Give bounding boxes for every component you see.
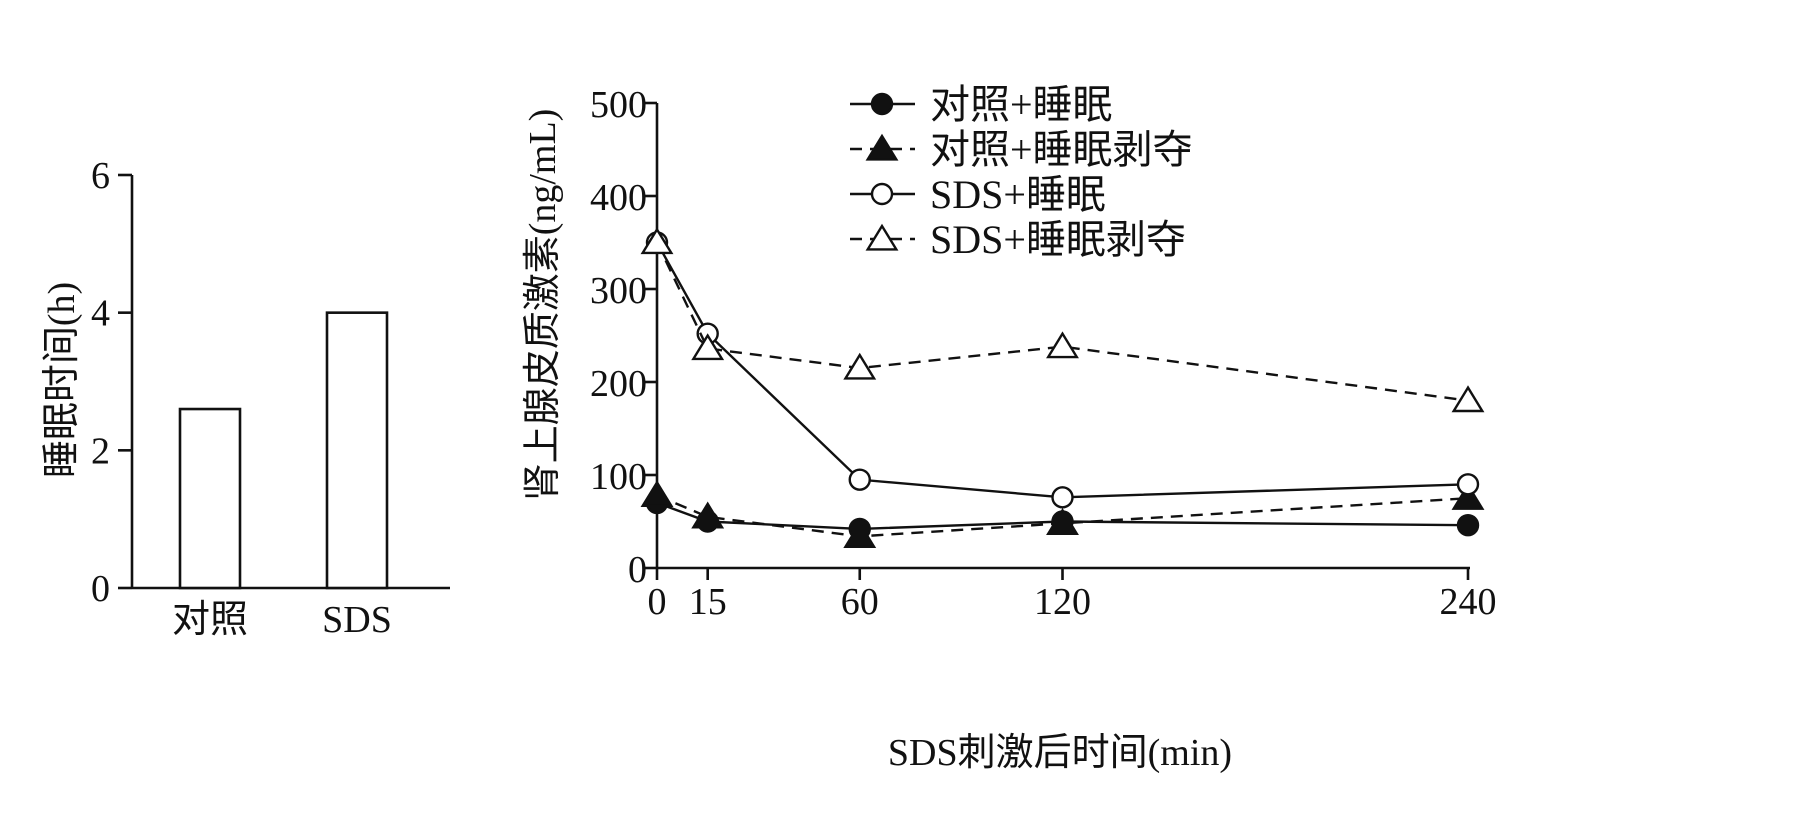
series-4-point: [1046, 331, 1079, 359]
series-1-point: [1456, 514, 1480, 537]
series-2-point: [691, 501, 725, 529]
series-4-point: [1451, 385, 1485, 413]
line-chart-x-tick-label: 15: [689, 581, 727, 623]
bar-chart: 0 2 4 6 对照 SDS 睡眠时间(h): [41, 155, 450, 641]
line-chart-x-axis-label: SDS刺激后时间(min): [888, 732, 1232, 774]
bar-chart-y-tick-label: 6: [91, 155, 110, 197]
legend-label: SDS+睡眠: [930, 172, 1106, 217]
line-chart-y-tick-label: 400: [590, 177, 647, 219]
line-chart-x-tick-label: 60: [841, 581, 879, 623]
line-chart-y-tick-label: 0: [628, 549, 647, 591]
bar-chart-y-tick-label: 0: [91, 568, 110, 610]
legend-marker: [870, 92, 894, 116]
bar-chart-y-axis-label: 睡眠时间(h): [41, 282, 83, 478]
bar-chart-x-tick-label: SDS: [322, 599, 392, 641]
legend-label: SDS+睡眠剥夺: [930, 217, 1186, 262]
legend-marker: [870, 182, 894, 206]
bar-chart-axes: 0 2 4 6 对照 SDS: [91, 155, 450, 641]
line-chart-y-tick-label: 500: [590, 84, 647, 126]
bar-chart-y-tick-label: 2: [91, 430, 110, 472]
line-chart-x-tick-label: 120: [1034, 581, 1091, 623]
series-2-point: [1046, 508, 1079, 535]
series-4-point: [640, 227, 674, 255]
legend-label: 对照+睡眠: [930, 82, 1113, 127]
bar-chart-bars: [178, 311, 389, 590]
series-3-line: [655, 241, 1469, 499]
line-chart: 0 100 200 300 400 500 0 15 60 120 240 对照+睡眠对照+睡眠剥夺…: [522, 82, 1497, 774]
series-3-point: [1456, 473, 1480, 496]
series-3-point: [1051, 486, 1074, 509]
series-2-point: [640, 480, 674, 508]
bar-chart-x-tick-label: 对照: [172, 599, 248, 641]
series-4: [640, 227, 1485, 413]
line-chart-y-tick-label: 200: [590, 363, 647, 405]
series-2: [640, 480, 1485, 548]
line-chart-x-tick-label: 0: [648, 581, 667, 623]
bar-chart-y-tick-label: 4: [91, 293, 110, 335]
series-2-point: [843, 521, 877, 548]
line-chart-y-tick-label: 300: [590, 270, 647, 312]
series-3-point: [848, 468, 871, 491]
series-3: [645, 231, 1480, 509]
line-chart-x-tick-label: 240: [1440, 581, 1497, 623]
line-chart-y-tick-label: 100: [590, 456, 647, 498]
bar-sds: [325, 311, 389, 590]
line-chart-series: [640, 227, 1485, 548]
line-chart-y-axis-label: 肾上腺皮质激素(ng/mL): [522, 109, 564, 502]
legend-marker: [865, 223, 899, 251]
legend-marker: [865, 133, 899, 161]
bar-control: [178, 407, 242, 590]
series-2-point: [1451, 482, 1485, 510]
series-4-line: [655, 241, 1469, 402]
legend-label: 对照+睡眠剥夺: [930, 127, 1193, 172]
series-4-point: [843, 352, 877, 380]
series-4-point: [691, 333, 725, 361]
line-chart-axes: 0 100 200 300 400 500 0 15 60 120 240: [590, 84, 1497, 623]
